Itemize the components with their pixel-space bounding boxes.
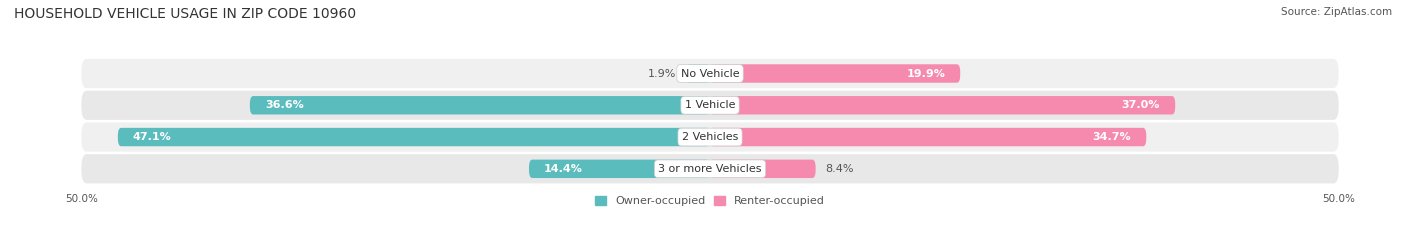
FancyBboxPatch shape <box>710 96 1175 114</box>
Text: 14.4%: 14.4% <box>544 164 583 174</box>
FancyBboxPatch shape <box>82 122 1339 152</box>
Text: 1.9%: 1.9% <box>648 69 676 79</box>
FancyBboxPatch shape <box>250 96 710 114</box>
FancyBboxPatch shape <box>118 128 710 146</box>
Text: 36.6%: 36.6% <box>264 100 304 110</box>
FancyBboxPatch shape <box>710 128 1146 146</box>
Text: 37.0%: 37.0% <box>1122 100 1160 110</box>
FancyBboxPatch shape <box>710 160 815 178</box>
Text: 8.4%: 8.4% <box>825 164 855 174</box>
FancyBboxPatch shape <box>82 59 1339 88</box>
Text: HOUSEHOLD VEHICLE USAGE IN ZIP CODE 10960: HOUSEHOLD VEHICLE USAGE IN ZIP CODE 1096… <box>14 7 356 21</box>
Text: 3 or more Vehicles: 3 or more Vehicles <box>658 164 762 174</box>
FancyBboxPatch shape <box>82 154 1339 183</box>
Text: 34.7%: 34.7% <box>1092 132 1132 142</box>
Text: 47.1%: 47.1% <box>134 132 172 142</box>
FancyBboxPatch shape <box>82 91 1339 120</box>
Legend: Owner-occupied, Renter-occupied: Owner-occupied, Renter-occupied <box>591 192 830 211</box>
Text: 2 Vehicles: 2 Vehicles <box>682 132 738 142</box>
FancyBboxPatch shape <box>686 64 710 83</box>
Text: 19.9%: 19.9% <box>907 69 945 79</box>
Text: 1 Vehicle: 1 Vehicle <box>685 100 735 110</box>
Text: No Vehicle: No Vehicle <box>681 69 740 79</box>
FancyBboxPatch shape <box>710 64 960 83</box>
Text: Source: ZipAtlas.com: Source: ZipAtlas.com <box>1281 7 1392 17</box>
FancyBboxPatch shape <box>529 160 710 178</box>
